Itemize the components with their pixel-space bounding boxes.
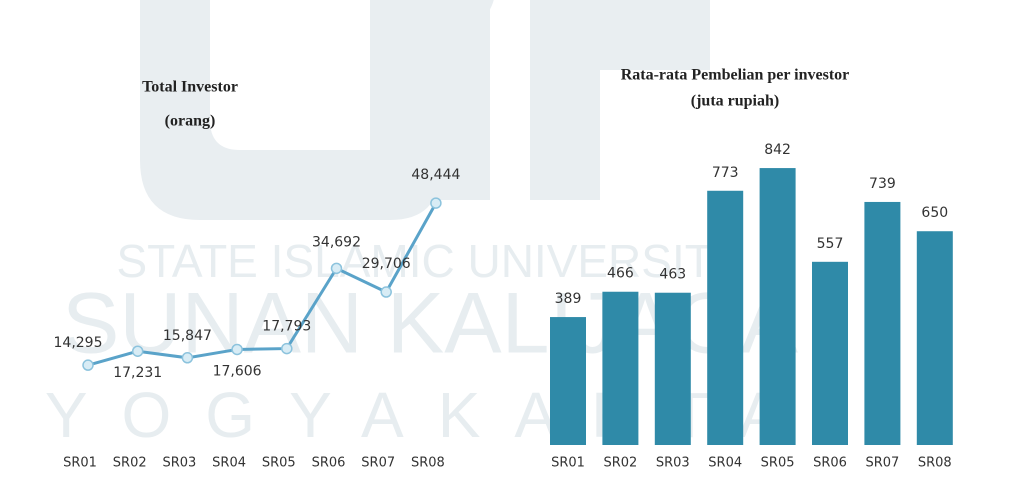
bar [707, 190, 744, 445]
point [281, 342, 293, 355]
x-tick-label: SR06 [813, 456, 847, 471]
x-tick-label: SR02 [113, 456, 147, 471]
data-label: 17,231 [113, 365, 162, 381]
bar [602, 291, 639, 445]
data-label: 34,692 [312, 234, 361, 250]
x-tick-label: SR05 [262, 456, 296, 471]
bar [759, 168, 796, 445]
x-tick-label: SR01 [551, 456, 585, 471]
x-tick-label: SR03 [162, 456, 196, 471]
data-label: 557 [817, 236, 844, 252]
data-label: 29,706 [362, 256, 411, 272]
data-label: 17,793 [262, 319, 311, 335]
data-label: 48,444 [411, 167, 460, 183]
x-tick-label: SR04 [212, 456, 246, 471]
point [82, 359, 94, 371]
data-label: 466 [607, 266, 634, 282]
x-tick-label: SR01 [63, 456, 97, 471]
bar [654, 292, 691, 445]
chart-subtitle: (juta rupiah) [691, 93, 779, 110]
chart-title: Total Investor [142, 79, 238, 96]
x-tick-label: SR08 [411, 456, 445, 471]
point [430, 197, 442, 209]
bar [550, 317, 586, 445]
data-label: 14,295 [54, 335, 103, 351]
x-tick-label: SR07 [865, 456, 899, 471]
data-label: 650 [921, 205, 948, 221]
watermark-logo [140, 0, 710, 220]
line [87, 202, 438, 367]
chart-subtitle: (orang) [165, 113, 216, 130]
x-tick-label: SR06 [312, 456, 346, 471]
point [380, 286, 392, 298]
data-label: 389 [555, 291, 582, 307]
x-tick-label: SR04 [708, 456, 742, 471]
watermark-text: STATE ISLAMIC UNIVERSITY [116, 235, 743, 287]
data-label: 15,847 [163, 328, 212, 344]
x-tick-label: SR08 [918, 456, 952, 471]
x-tick-label: SR02 [603, 456, 637, 471]
bar [864, 201, 901, 445]
chart-title: Rata-rata Pembelian per investor [621, 67, 850, 84]
x-tick-label: SR05 [761, 456, 795, 471]
x-tick-label: SR07 [361, 456, 395, 471]
bar [812, 261, 848, 445]
point [231, 343, 243, 356]
data-label: 773 [712, 165, 739, 181]
data-label: 739 [869, 176, 896, 192]
point [131, 345, 144, 357]
data-label: 17,606 [213, 363, 262, 379]
x-tick-label: SR03 [656, 456, 690, 471]
data-label: 842 [764, 142, 791, 158]
data-label: 463 [659, 267, 686, 283]
bar [916, 231, 953, 445]
point [330, 262, 343, 275]
watermark-text: YOGYAKARTA [45, 379, 815, 451]
point [181, 352, 194, 364]
